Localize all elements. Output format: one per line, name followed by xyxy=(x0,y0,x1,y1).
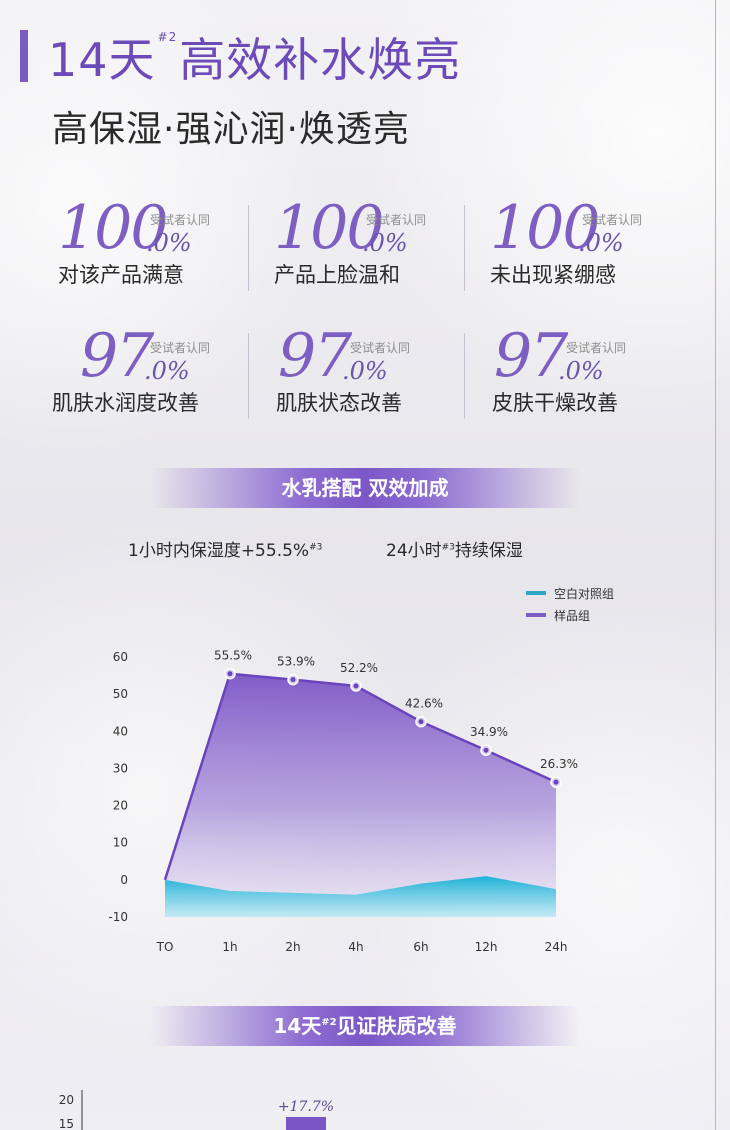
y-tick-label: 30 xyxy=(113,761,128,775)
section-banner-2: 14天#2见证肤质改善 xyxy=(150,1006,580,1046)
legend-item-sample: 样品组 xyxy=(526,604,614,626)
stat-label: 产品上脸温和 xyxy=(274,263,400,287)
stat-label: 未出现紧绷感 xyxy=(490,263,616,287)
x-tick-label: TO xyxy=(156,940,174,954)
x-tick-label: 12h xyxy=(475,940,498,954)
stat-note: 受试者认同 xyxy=(150,213,211,227)
stat-value: 100 xyxy=(58,193,169,263)
stat-value: 97 xyxy=(494,321,568,391)
stat-value: 100 xyxy=(490,193,601,263)
legend-swatch-control xyxy=(526,591,546,595)
stats-row-2: 97 .0% 受试者认同 肌肤水润度改善 97 .0% 受试者认同 肌肤状态改善… xyxy=(40,323,690,451)
stat-decimal: .0% xyxy=(146,229,192,257)
stat-label: 皮肤干燥改善 xyxy=(492,391,618,415)
stat-value: 97 xyxy=(80,321,154,391)
stat-note: 受试者认同 xyxy=(366,213,427,227)
stat-value: 97 xyxy=(278,321,352,391)
stat-decimal: .0% xyxy=(144,357,190,385)
title-accent-bar xyxy=(20,30,28,82)
sample-area xyxy=(165,673,556,917)
data-label: 52.2% xyxy=(340,661,378,675)
data-label: 34.9% xyxy=(470,725,508,739)
stat-note: 受试者认同 xyxy=(582,213,643,227)
legend-swatch-sample xyxy=(526,613,546,617)
stat-item: 100 .0% 受试者认同 对该产品满意 xyxy=(40,195,256,323)
y-tick-label: 50 xyxy=(113,687,128,701)
legend-item-control: 空白对照组 xyxy=(526,582,614,604)
x-tick-label: 6h xyxy=(413,940,428,954)
stat-label: 肌肤水润度改善 xyxy=(52,391,199,415)
stat-item: 100 .0% 受试者认同 未出现紧绷感 xyxy=(464,193,688,323)
x-tick-label: 2h xyxy=(285,940,300,954)
stat-decimal: .0% xyxy=(342,357,388,385)
stat-label: 肌肤状态改善 xyxy=(276,391,402,415)
data-label: 55.5% xyxy=(214,649,252,663)
control-area xyxy=(165,876,556,917)
y-tick-label: 0 xyxy=(120,873,128,887)
chart2-y-tick: 20 xyxy=(59,1093,74,1107)
data-label: 53.9% xyxy=(277,655,315,669)
sample-data-point-core xyxy=(290,677,296,683)
data-label: 42.6% xyxy=(405,697,443,711)
chart2-bar-label: +17.7% xyxy=(278,1099,334,1115)
stat-decimal: .0% xyxy=(578,229,624,257)
y-tick-label: 60 xyxy=(113,650,128,664)
stat-note: 受试者认同 xyxy=(150,341,211,355)
stat-value: 100 xyxy=(274,193,385,263)
data-label: 26.3% xyxy=(540,757,578,771)
stat-item: 100 .0% 受试者认同 产品上脸温和 xyxy=(248,193,472,323)
y-tick-label: 20 xyxy=(113,799,128,813)
sample-data-point-core xyxy=(553,779,559,785)
page-title: 14天 #2高效补水焕亮 xyxy=(48,30,462,87)
stat-decimal: .0% xyxy=(558,357,604,385)
y-tick-label: 10 xyxy=(113,836,128,850)
stat-item: 97 .0% 受试者认同 皮肤干燥改善 xyxy=(464,321,688,451)
section-banner-1: 水乳搭配 双效加成 xyxy=(150,468,580,508)
chart-subtitle-right: 24小时#3持续保湿 xyxy=(386,541,523,561)
sample-data-point-core xyxy=(418,719,424,725)
chart-subtitle-left: 1小时内保湿度+55.5%#3 xyxy=(128,541,323,561)
stat-item: 97 .0% 受试者认同 肌肤水润度改善 xyxy=(40,323,256,451)
stat-decimal: .0% xyxy=(362,229,408,257)
sample-data-point-core xyxy=(353,683,359,689)
stats-grid: 100 .0% 受试者认同 对该产品满意 100 .0% 受试者认同 产品上脸温… xyxy=(40,195,690,451)
right-divider-line xyxy=(715,0,716,1130)
legend-label-control: 空白对照组 xyxy=(554,586,615,601)
x-tick-label: 4h xyxy=(348,940,363,954)
legend-label-sample: 样品组 xyxy=(554,608,591,623)
chart-legend: 空白对照组 样品组 xyxy=(526,582,614,626)
stat-note: 受试者认同 xyxy=(566,341,627,355)
y-tick-label: 40 xyxy=(113,724,128,738)
sample-data-point-core xyxy=(227,671,233,677)
x-tick-label: 24h xyxy=(545,940,568,954)
stat-item: 97 .0% 受试者认同 肌肤状态改善 xyxy=(248,321,472,451)
stat-note: 受试者认同 xyxy=(350,341,411,355)
stats-row-1: 100 .0% 受试者认同 对该产品满意 100 .0% 受试者认同 产品上脸温… xyxy=(40,195,690,323)
chart2-y-tick: 15 xyxy=(59,1117,74,1130)
stat-label: 对该产品满意 xyxy=(58,263,184,287)
y-tick-label: -10 xyxy=(108,910,128,924)
page-subtitle: 高保湿·强沁润·焕透亮 xyxy=(52,109,410,150)
chart2-bar xyxy=(286,1117,326,1130)
sample-data-point-core xyxy=(483,747,489,753)
x-tick-label: 1h xyxy=(222,940,237,954)
